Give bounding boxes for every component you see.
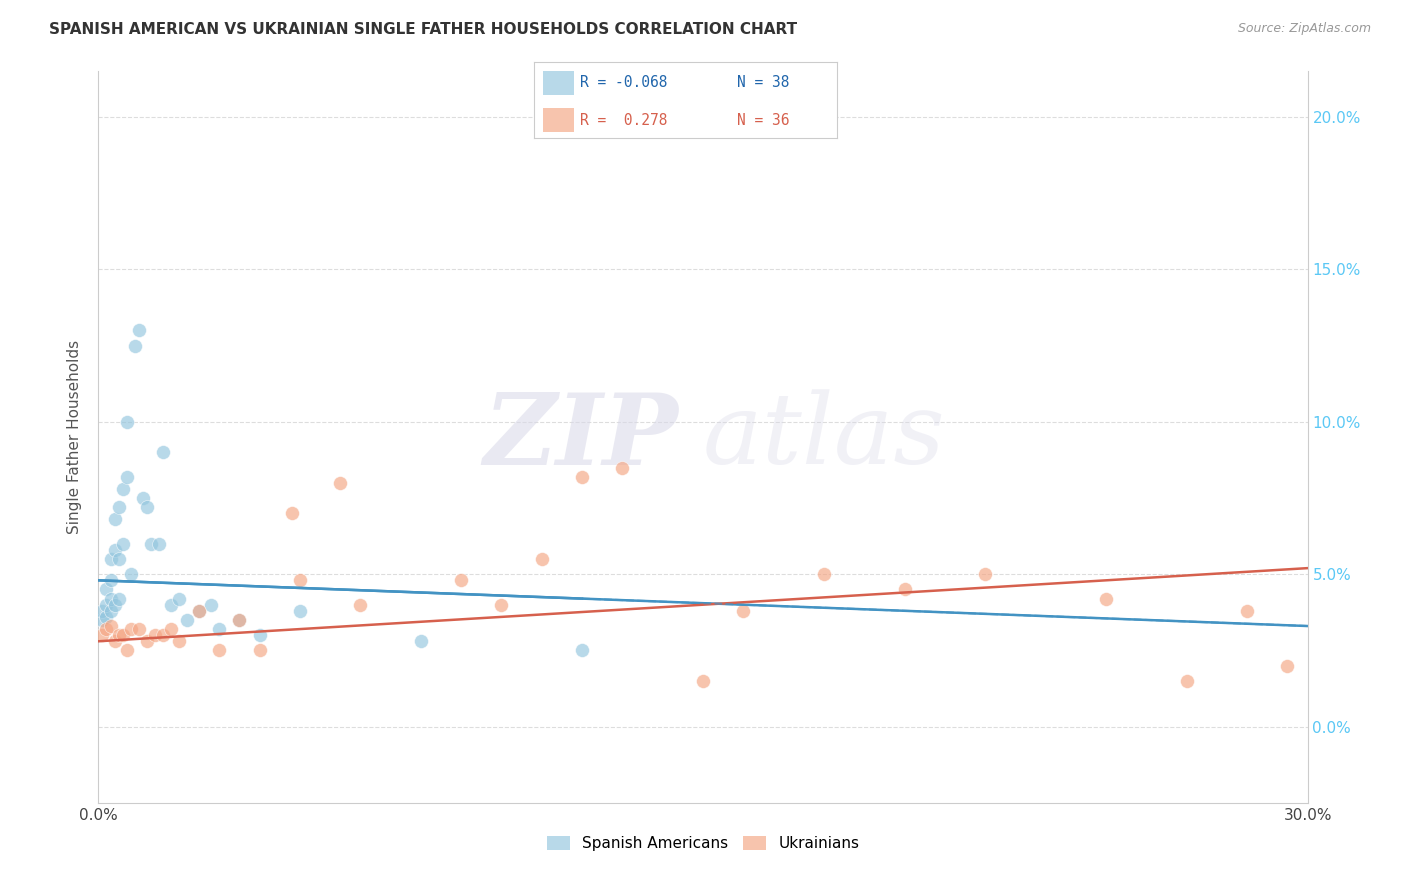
Point xyxy=(1175,673,1198,688)
Point xyxy=(96,622,118,636)
Bar xyxy=(543,70,574,95)
Point xyxy=(612,460,634,475)
Point xyxy=(96,582,118,597)
Bar xyxy=(543,108,574,132)
Text: Source: ZipAtlas.com: Source: ZipAtlas.com xyxy=(1237,22,1371,36)
Text: R = -0.068: R = -0.068 xyxy=(579,76,666,90)
Point xyxy=(1277,658,1299,673)
Text: N = 38: N = 38 xyxy=(737,76,789,90)
Point xyxy=(100,591,122,606)
Point xyxy=(329,475,352,490)
Point xyxy=(148,537,170,551)
Text: SPANISH AMERICAN VS UKRAINIAN SINGLE FATHER HOUSEHOLDS CORRELATION CHART: SPANISH AMERICAN VS UKRAINIAN SINGLE FAT… xyxy=(49,22,797,37)
Point xyxy=(228,613,250,627)
Point xyxy=(115,415,138,429)
Point xyxy=(107,628,129,642)
Point xyxy=(120,567,142,582)
Point xyxy=(228,613,250,627)
Point xyxy=(96,598,118,612)
Point xyxy=(132,491,155,505)
Point xyxy=(120,622,142,636)
Point xyxy=(450,574,472,588)
Point xyxy=(128,622,150,636)
Point xyxy=(103,598,125,612)
Point xyxy=(288,604,311,618)
Point xyxy=(813,567,835,582)
Point xyxy=(167,634,190,648)
Point xyxy=(188,604,211,618)
Point xyxy=(571,469,593,483)
Point xyxy=(96,610,118,624)
Point xyxy=(491,598,513,612)
Point xyxy=(733,604,755,618)
Point xyxy=(100,574,122,588)
Point xyxy=(571,643,593,657)
Point xyxy=(107,500,129,515)
Point xyxy=(692,673,714,688)
Point xyxy=(135,634,157,648)
Point xyxy=(115,469,138,483)
Point xyxy=(249,643,271,657)
Point xyxy=(91,613,114,627)
Point xyxy=(124,338,146,352)
Point xyxy=(115,643,138,657)
Point xyxy=(135,500,157,515)
Point xyxy=(103,634,125,648)
Text: N = 36: N = 36 xyxy=(737,112,789,128)
Text: R =  0.278: R = 0.278 xyxy=(579,112,666,128)
Point xyxy=(111,537,134,551)
Point xyxy=(974,567,997,582)
Point xyxy=(128,323,150,337)
Point xyxy=(409,634,432,648)
Point xyxy=(1236,604,1258,618)
Point xyxy=(530,552,553,566)
Point xyxy=(100,604,122,618)
Point xyxy=(200,598,222,612)
Point xyxy=(208,622,231,636)
Point xyxy=(111,628,134,642)
Point xyxy=(152,445,174,459)
Point xyxy=(103,512,125,526)
Y-axis label: Single Father Households: Single Father Households xyxy=(67,340,83,534)
Point xyxy=(152,628,174,642)
Point xyxy=(103,542,125,557)
Point xyxy=(208,643,231,657)
Point xyxy=(107,591,129,606)
Point xyxy=(160,622,183,636)
Point xyxy=(91,628,114,642)
Point xyxy=(91,604,114,618)
Point xyxy=(288,574,311,588)
Point xyxy=(160,598,183,612)
Point xyxy=(349,598,371,612)
Point xyxy=(143,628,166,642)
Point xyxy=(893,582,915,597)
Text: atlas: atlas xyxy=(703,390,946,484)
Point xyxy=(249,628,271,642)
Point xyxy=(107,552,129,566)
Point xyxy=(111,482,134,496)
Point xyxy=(188,604,211,618)
Point xyxy=(100,619,122,633)
Text: ZIP: ZIP xyxy=(484,389,679,485)
Point xyxy=(100,552,122,566)
Point xyxy=(167,591,190,606)
Legend: Spanish Americans, Ukrainians: Spanish Americans, Ukrainians xyxy=(540,830,866,857)
Point xyxy=(176,613,198,627)
Point xyxy=(139,537,162,551)
Point xyxy=(281,506,304,520)
Point xyxy=(1095,591,1118,606)
